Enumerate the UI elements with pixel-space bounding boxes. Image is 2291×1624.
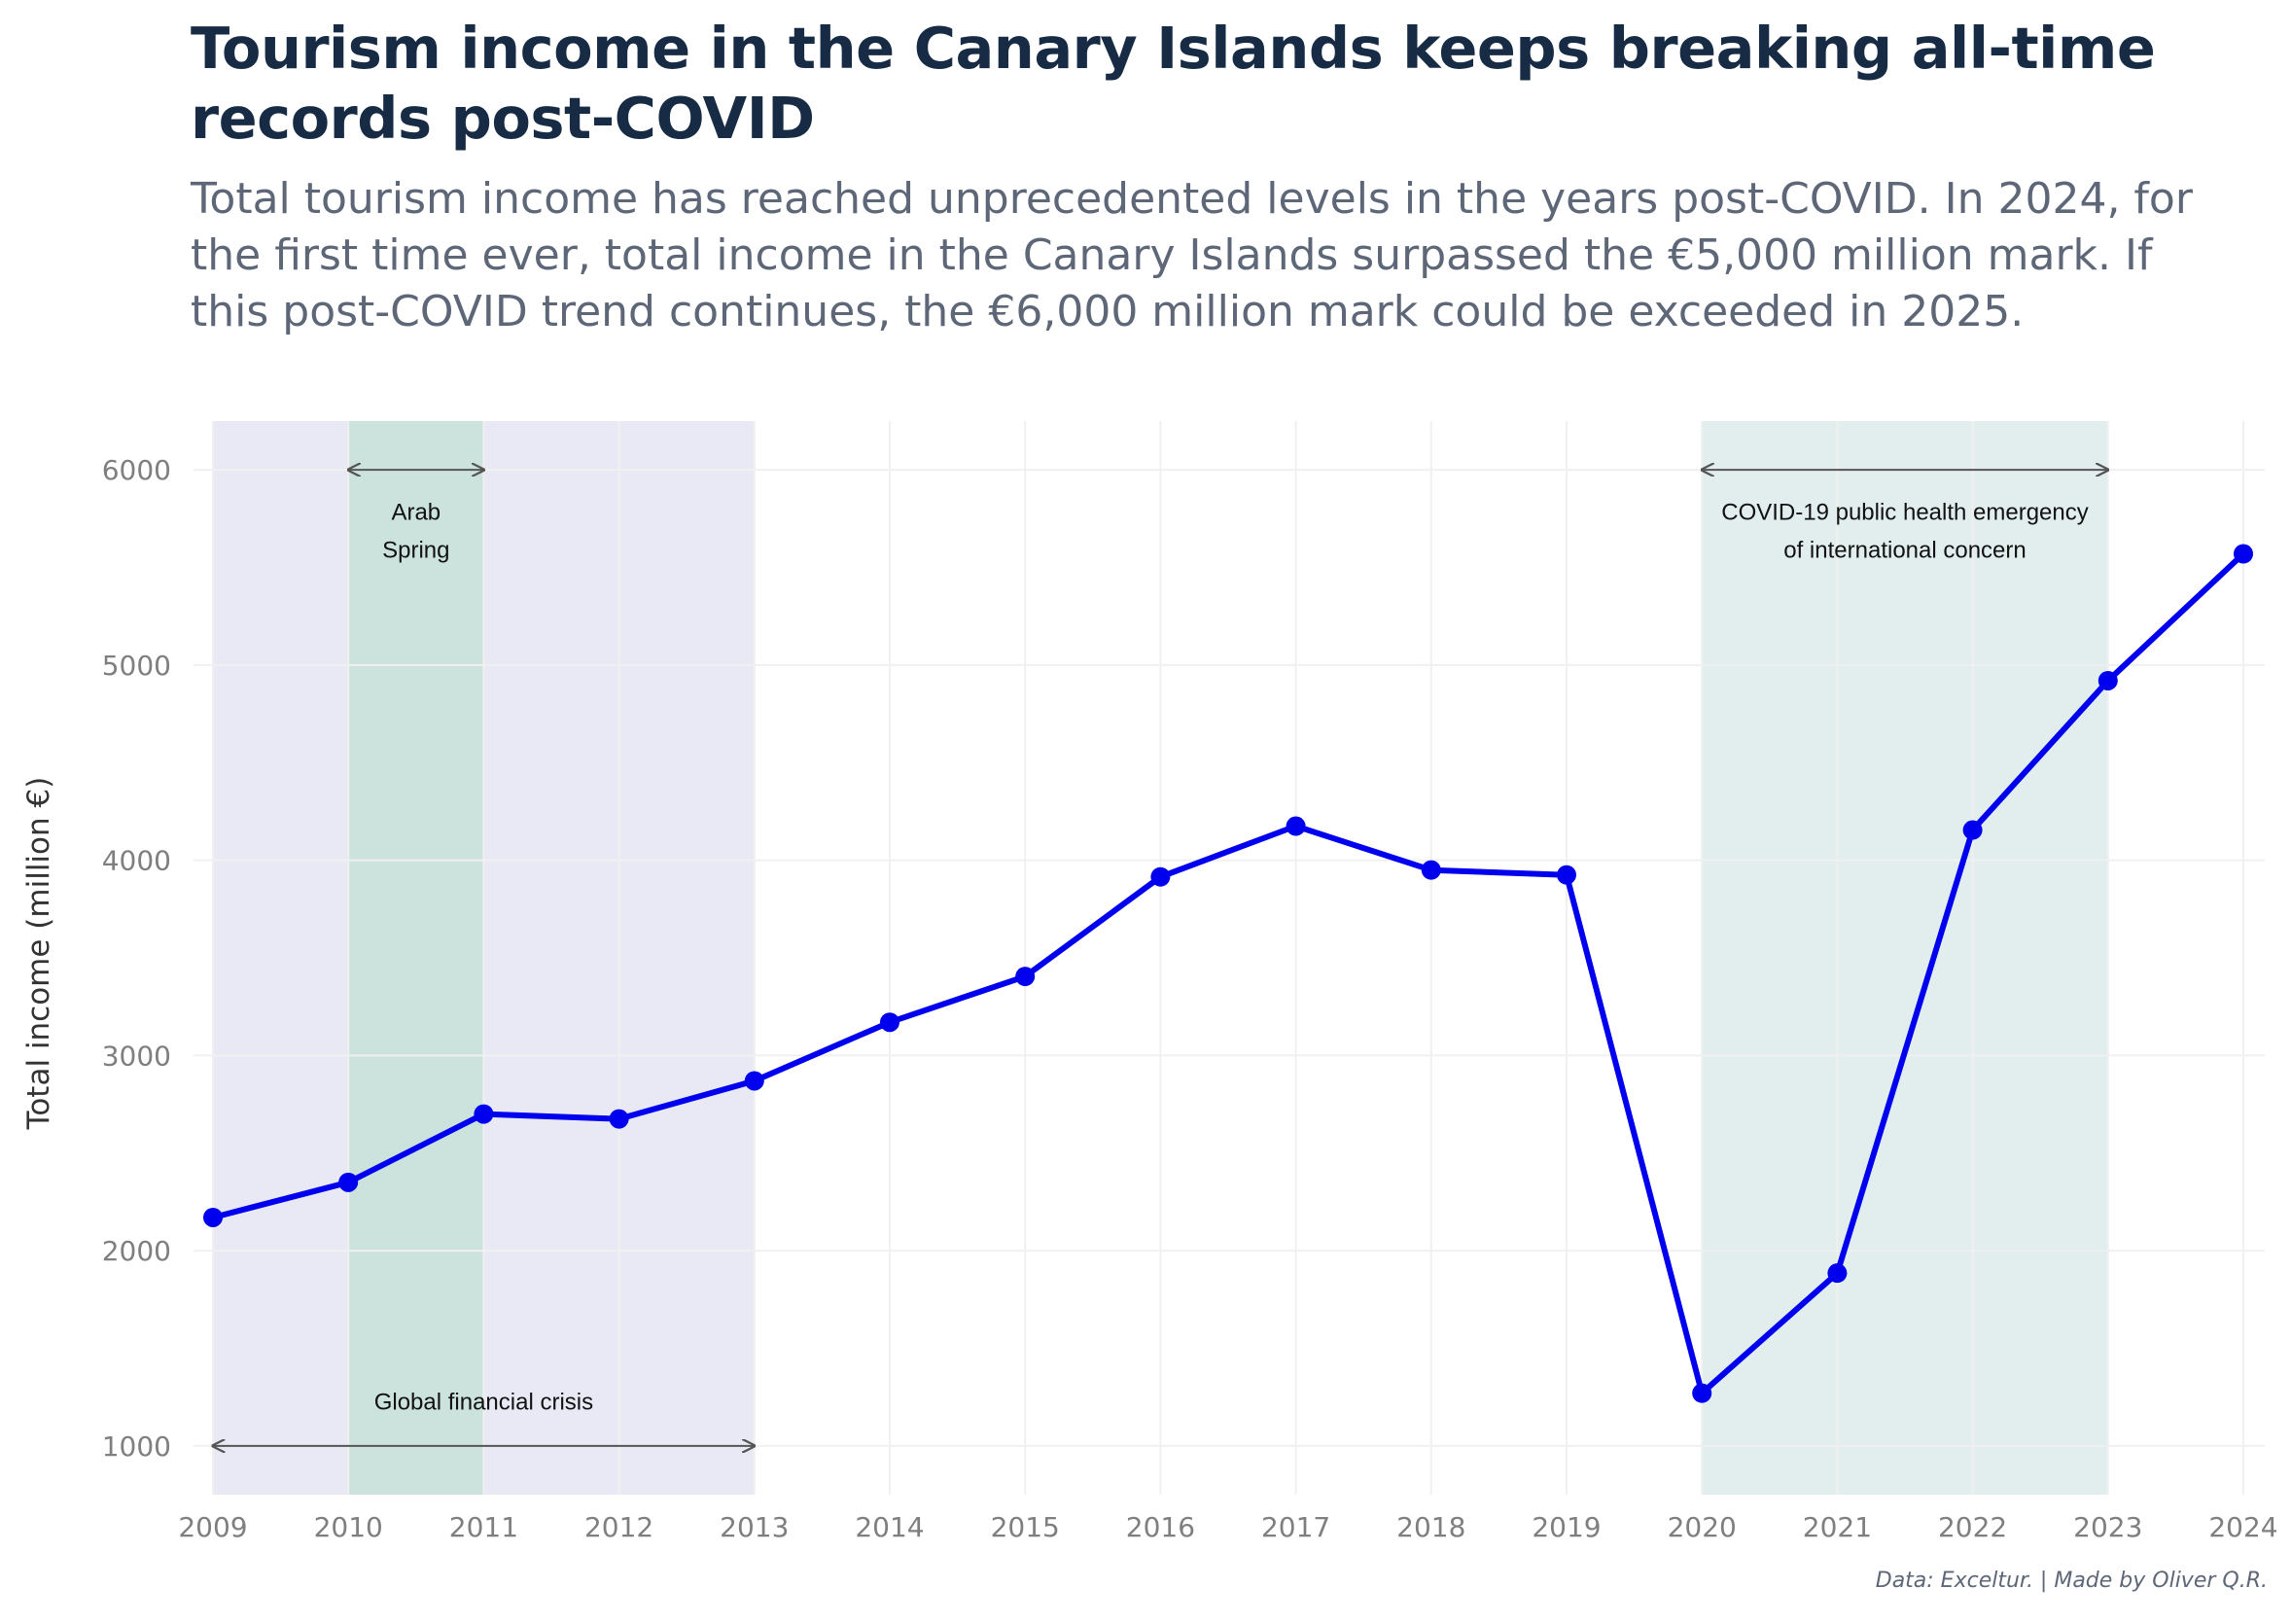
y-tick-label-2000: 2000 [102,1235,171,1267]
period-label-financial-crisis: Global financial crisis [374,1390,593,1416]
x-tick-label-2010: 2010 [314,1511,383,1543]
data-point-2022 [1962,820,1983,840]
source-caption: Data: Exceltur. | Made by Oliver Q.R. [1875,1569,2268,1593]
data-point-2020 [1692,1383,1712,1403]
x-tick-label-2018: 2018 [1396,1511,1465,1543]
data-point-2018 [1421,860,1441,880]
x-tick-label-2016: 2016 [1126,1511,1195,1543]
x-tick-label-2013: 2013 [720,1511,789,1543]
x-tick-label-2009: 2009 [178,1511,247,1543]
y-tick-label-3000: 3000 [102,1040,171,1072]
chart-subtitle: Total tourism income has reached unprece… [191,174,2193,336]
x-tick-label-2024: 2024 [2208,1511,2277,1543]
data-point-2021 [1827,1263,1848,1284]
x-tick-label-2022: 2022 [1938,1511,2007,1543]
x-tick-label-2020: 2020 [1668,1511,1737,1543]
x-tick-label-2014: 2014 [855,1511,924,1543]
data-point-2009 [203,1207,223,1227]
period-band-arab-spring [348,421,484,1495]
period-label-covid: of international concern [1783,537,2027,563]
data-point-2024 [2234,544,2253,564]
y-tick-label-6000: 6000 [102,454,171,486]
series-line [210,550,2246,1396]
chart-title: Tourism income in the Canary Islands kee… [191,15,2156,152]
y-axis-label: Total income (million €) [21,777,56,1131]
data-point-2011 [474,1104,494,1124]
data-point-2023 [2097,670,2118,690]
data-point-2016 [1150,866,1171,887]
data-point-2019 [1557,865,1576,885]
data-point-2013 [744,1071,764,1091]
x-tick-label-2015: 2015 [991,1511,1060,1543]
data-point-2010 [338,1172,359,1192]
period-label-arab-spring: Arab [391,499,441,525]
x-tick-label-2017: 2017 [1261,1511,1330,1543]
x-tick-label-2019: 2019 [1532,1511,1601,1543]
period-band-covid [1702,421,2108,1495]
data-point-2014 [880,1012,899,1033]
data-point-2012 [609,1109,629,1129]
x-tick-label-2021: 2021 [1803,1511,1872,1543]
data-point-2017 [1286,816,1306,836]
x-tick-label-2011: 2011 [449,1511,518,1543]
x-tick-label-2012: 2012 [584,1511,653,1543]
period-label-covid: COVID-19 public health emergency [1721,499,2089,525]
y-tick-label-4000: 4000 [102,845,171,877]
period-label-arab-spring: Spring [382,537,449,563]
x-tick-label-2023: 2023 [2073,1511,2142,1543]
y-tick-label-1000: 1000 [102,1430,171,1463]
data-point-2015 [1015,967,1036,987]
y-tick-label-5000: 5000 [102,650,171,682]
